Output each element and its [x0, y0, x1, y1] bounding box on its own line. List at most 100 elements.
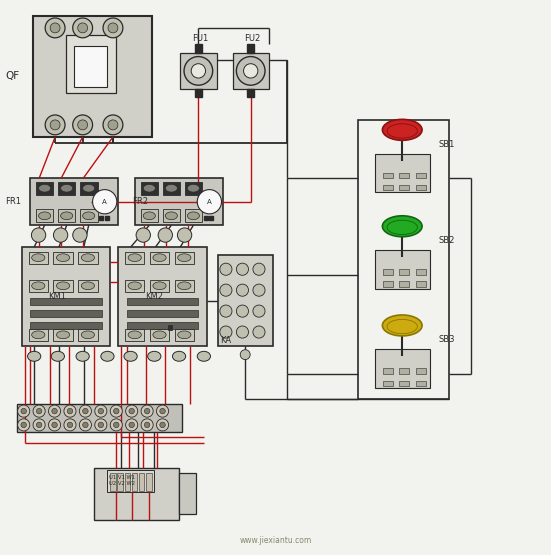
FancyBboxPatch shape — [80, 209, 98, 223]
FancyBboxPatch shape — [33, 16, 152, 137]
FancyBboxPatch shape — [399, 173, 409, 178]
Circle shape — [36, 422, 42, 428]
FancyBboxPatch shape — [53, 329, 73, 341]
FancyBboxPatch shape — [30, 322, 102, 329]
FancyBboxPatch shape — [416, 281, 426, 287]
Ellipse shape — [128, 331, 141, 339]
FancyBboxPatch shape — [416, 269, 426, 275]
Ellipse shape — [165, 184, 177, 192]
FancyBboxPatch shape — [247, 44, 254, 53]
FancyBboxPatch shape — [78, 251, 98, 264]
FancyBboxPatch shape — [399, 281, 409, 287]
FancyBboxPatch shape — [375, 349, 430, 388]
Ellipse shape — [177, 282, 191, 290]
Ellipse shape — [39, 212, 51, 220]
FancyBboxPatch shape — [185, 209, 202, 223]
Ellipse shape — [128, 254, 141, 261]
Ellipse shape — [387, 220, 418, 235]
Circle shape — [48, 405, 61, 417]
Text: U2 V2 W2: U2 V2 W2 — [109, 481, 135, 486]
Circle shape — [236, 305, 249, 317]
FancyBboxPatch shape — [383, 369, 393, 374]
Text: FR2: FR2 — [132, 197, 148, 206]
Ellipse shape — [143, 184, 155, 192]
FancyBboxPatch shape — [146, 472, 152, 491]
FancyBboxPatch shape — [163, 181, 180, 195]
FancyBboxPatch shape — [416, 369, 426, 374]
Circle shape — [220, 326, 232, 338]
Text: A: A — [207, 199, 212, 205]
Ellipse shape — [32, 331, 45, 339]
Ellipse shape — [76, 351, 89, 361]
Ellipse shape — [61, 184, 73, 192]
Ellipse shape — [82, 331, 95, 339]
FancyBboxPatch shape — [247, 89, 254, 97]
Ellipse shape — [56, 331, 69, 339]
Ellipse shape — [61, 212, 73, 220]
Circle shape — [253, 263, 265, 275]
Circle shape — [79, 405, 91, 417]
FancyBboxPatch shape — [383, 269, 393, 275]
Circle shape — [18, 419, 30, 431]
Circle shape — [220, 305, 232, 317]
FancyBboxPatch shape — [399, 369, 409, 374]
Circle shape — [253, 326, 265, 338]
FancyBboxPatch shape — [30, 310, 102, 316]
Text: A: A — [102, 199, 107, 205]
Ellipse shape — [51, 351, 64, 361]
Circle shape — [114, 422, 119, 428]
Ellipse shape — [32, 254, 45, 261]
Text: FU1: FU1 — [192, 34, 208, 43]
Text: SB1: SB1 — [438, 140, 455, 149]
Circle shape — [160, 408, 165, 414]
Circle shape — [220, 284, 232, 296]
FancyBboxPatch shape — [78, 280, 98, 292]
Circle shape — [160, 422, 165, 428]
Circle shape — [53, 228, 68, 242]
Circle shape — [93, 190, 117, 214]
Ellipse shape — [82, 254, 95, 261]
FancyBboxPatch shape — [53, 251, 73, 264]
Circle shape — [236, 284, 249, 296]
Text: SB3: SB3 — [438, 335, 455, 344]
Circle shape — [95, 405, 107, 417]
Circle shape — [191, 64, 206, 78]
FancyBboxPatch shape — [105, 216, 109, 220]
Circle shape — [21, 408, 26, 414]
Ellipse shape — [28, 351, 41, 361]
FancyBboxPatch shape — [399, 185, 409, 190]
Circle shape — [236, 326, 249, 338]
FancyBboxPatch shape — [175, 280, 194, 292]
Circle shape — [79, 419, 91, 431]
Ellipse shape — [172, 351, 186, 361]
Circle shape — [184, 57, 213, 85]
Circle shape — [64, 419, 76, 431]
FancyBboxPatch shape — [117, 472, 123, 491]
FancyBboxPatch shape — [416, 185, 426, 190]
FancyBboxPatch shape — [107, 470, 154, 492]
FancyBboxPatch shape — [375, 250, 430, 289]
FancyBboxPatch shape — [132, 472, 137, 491]
Ellipse shape — [187, 184, 199, 192]
Circle shape — [67, 408, 73, 414]
FancyBboxPatch shape — [180, 53, 217, 89]
Text: KM1: KM1 — [48, 292, 66, 301]
FancyBboxPatch shape — [58, 181, 75, 195]
FancyBboxPatch shape — [175, 251, 194, 264]
FancyBboxPatch shape — [135, 178, 223, 225]
FancyBboxPatch shape — [36, 181, 53, 195]
FancyBboxPatch shape — [416, 173, 426, 178]
Circle shape — [78, 120, 88, 130]
FancyBboxPatch shape — [383, 185, 393, 190]
Ellipse shape — [165, 212, 177, 220]
FancyBboxPatch shape — [74, 46, 107, 87]
FancyBboxPatch shape — [118, 247, 207, 346]
Circle shape — [98, 408, 104, 414]
Circle shape — [83, 422, 88, 428]
Circle shape — [36, 408, 42, 414]
Ellipse shape — [83, 184, 95, 192]
Ellipse shape — [387, 124, 418, 138]
Circle shape — [156, 419, 169, 431]
FancyBboxPatch shape — [399, 381, 409, 386]
Circle shape — [45, 115, 65, 135]
